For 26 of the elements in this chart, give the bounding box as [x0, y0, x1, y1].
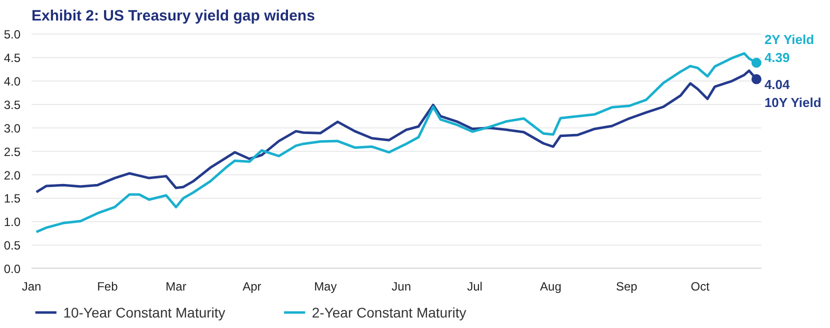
y-tick-label: 2.0: [4, 168, 21, 182]
x-tick-label: Oct: [690, 280, 710, 294]
y-tick-label: 0.5: [4, 238, 21, 253]
y-tick-label: 1.0: [4, 215, 21, 230]
x-tick-label: Feb: [97, 280, 118, 294]
y-tick-label: 2.5: [4, 144, 21, 159]
y-tick-label: 4.5: [4, 51, 21, 66]
x-tick-label: Jul: [467, 280, 482, 294]
x-tick-label: May: [314, 280, 337, 294]
y-tick-label: 3.0: [4, 121, 21, 136]
chart-title: Exhibit 2: US Treasury yield gap widens: [32, 8, 315, 24]
x-tick-label: Sep: [616, 280, 638, 294]
y-tick-label: 3.5: [4, 98, 21, 112]
legend-label: 10-Year Constant Maturity: [63, 304, 226, 320]
y-tick-label: 1.5: [4, 192, 21, 206]
x-tick-label: Aug: [540, 280, 562, 294]
x-tick-label: Apr: [242, 280, 262, 294]
legend-label: 2-Year Constant Maturity: [312, 304, 466, 320]
annotation: 2Y Yield 4.39: [764, 32, 814, 65]
y-tick-label: 5.0: [4, 28, 21, 42]
y-tick-label: 0.0: [4, 262, 21, 276]
x-tick-label: Jun: [392, 280, 412, 294]
y-tick-label: 4.0: [4, 74, 21, 89]
annotation: 4.04 10Y Yield: [764, 77, 822, 110]
x-tick-label: Jan: [22, 280, 42, 294]
x-tick-label: Mar: [166, 280, 186, 294]
